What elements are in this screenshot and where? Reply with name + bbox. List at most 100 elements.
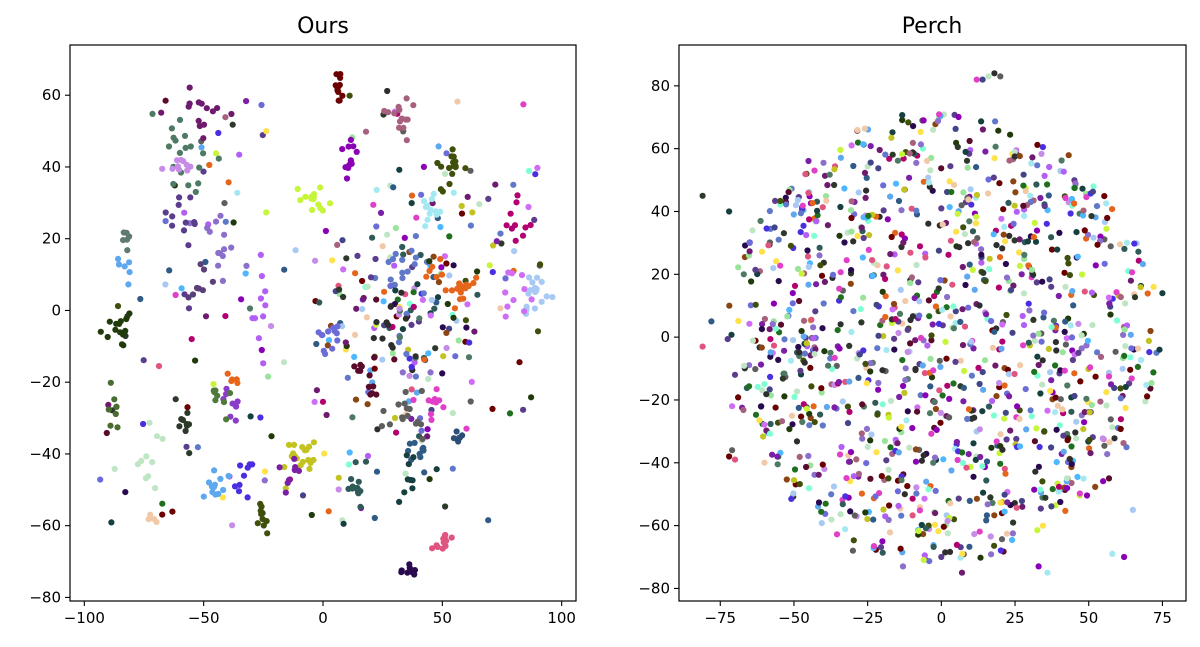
data-point <box>883 347 890 354</box>
data-point <box>956 244 963 251</box>
data-point <box>420 198 428 205</box>
data-point <box>184 404 191 411</box>
data-point <box>1135 248 1142 255</box>
data-point <box>455 438 462 445</box>
data-point <box>866 232 873 239</box>
data-point <box>807 364 814 371</box>
data-point <box>767 420 774 428</box>
data-point <box>357 488 364 495</box>
data-point <box>371 365 378 372</box>
data-point <box>996 254 1004 261</box>
data-point <box>1069 288 1076 295</box>
data-point <box>756 417 763 424</box>
data-point <box>846 378 853 385</box>
data-point <box>767 373 774 380</box>
data-point <box>827 355 834 362</box>
data-point <box>146 515 153 523</box>
data-point <box>731 371 739 378</box>
data-point <box>805 157 812 165</box>
data-point <box>946 204 953 211</box>
data-point <box>403 137 410 144</box>
data-point <box>185 294 192 301</box>
data-point <box>1129 506 1136 513</box>
data-point <box>403 452 410 459</box>
data-point <box>1159 290 1166 297</box>
y-tick-label: −20 <box>29 373 61 391</box>
data-point <box>828 491 835 498</box>
data-point <box>429 398 436 405</box>
data-point <box>955 495 962 502</box>
data-point <box>991 512 998 519</box>
data-point <box>104 333 111 341</box>
data-point <box>985 190 992 197</box>
data-point <box>470 280 477 287</box>
data-point <box>976 380 983 388</box>
data-point <box>140 420 147 428</box>
data-point <box>836 232 843 239</box>
data-point <box>904 408 911 415</box>
data-point <box>1146 349 1153 356</box>
data-point <box>1066 272 1073 279</box>
data-point <box>162 209 169 216</box>
data-point <box>1072 429 1079 436</box>
data-point <box>149 459 156 466</box>
data-point <box>432 208 439 215</box>
data-point <box>1011 153 1018 160</box>
data-point <box>366 372 373 379</box>
data-point <box>1150 369 1157 376</box>
data-point <box>803 405 810 412</box>
data-point <box>902 365 909 372</box>
data-point <box>223 385 230 392</box>
data-point <box>746 383 753 390</box>
data-point <box>456 296 464 303</box>
data-point <box>916 507 924 514</box>
data-point <box>772 325 779 332</box>
data-point <box>425 375 432 382</box>
data-point <box>194 444 201 451</box>
plot-area-perch <box>699 70 1166 576</box>
data-point <box>987 533 994 540</box>
data-point <box>506 410 514 417</box>
data-point <box>1119 365 1126 372</box>
data-point <box>433 273 440 281</box>
data-point <box>257 500 264 507</box>
data-point <box>1032 238 1040 245</box>
data-point <box>770 342 778 349</box>
data-point <box>906 174 913 181</box>
data-point <box>458 210 466 217</box>
data-point <box>765 242 772 249</box>
data-point <box>1109 424 1116 431</box>
data-point <box>885 516 892 524</box>
data-point <box>885 466 892 473</box>
data-point <box>441 532 448 539</box>
data-point <box>396 166 403 173</box>
data-point <box>513 199 520 206</box>
data-point <box>977 554 984 561</box>
data-point <box>845 458 853 465</box>
data-point <box>823 197 830 204</box>
data-point <box>364 401 371 408</box>
data-point <box>291 455 298 462</box>
data-point <box>399 326 406 333</box>
data-point <box>906 444 913 451</box>
data-point <box>769 321 776 328</box>
data-point <box>1039 478 1046 485</box>
data-point <box>1009 530 1017 537</box>
data-point <box>912 337 919 344</box>
data-point <box>1092 483 1099 490</box>
data-point <box>428 416 435 423</box>
data-point <box>451 305 458 312</box>
data-point <box>1035 563 1042 570</box>
data-point <box>1016 443 1024 450</box>
data-point <box>467 222 474 229</box>
data-point <box>921 370 929 377</box>
data-point <box>120 237 127 244</box>
data-point <box>954 210 961 217</box>
data-point <box>1024 238 1031 245</box>
data-point <box>185 182 192 189</box>
data-point <box>126 269 133 276</box>
data-point <box>1084 231 1092 238</box>
data-point <box>966 218 973 225</box>
data-point <box>362 128 370 135</box>
